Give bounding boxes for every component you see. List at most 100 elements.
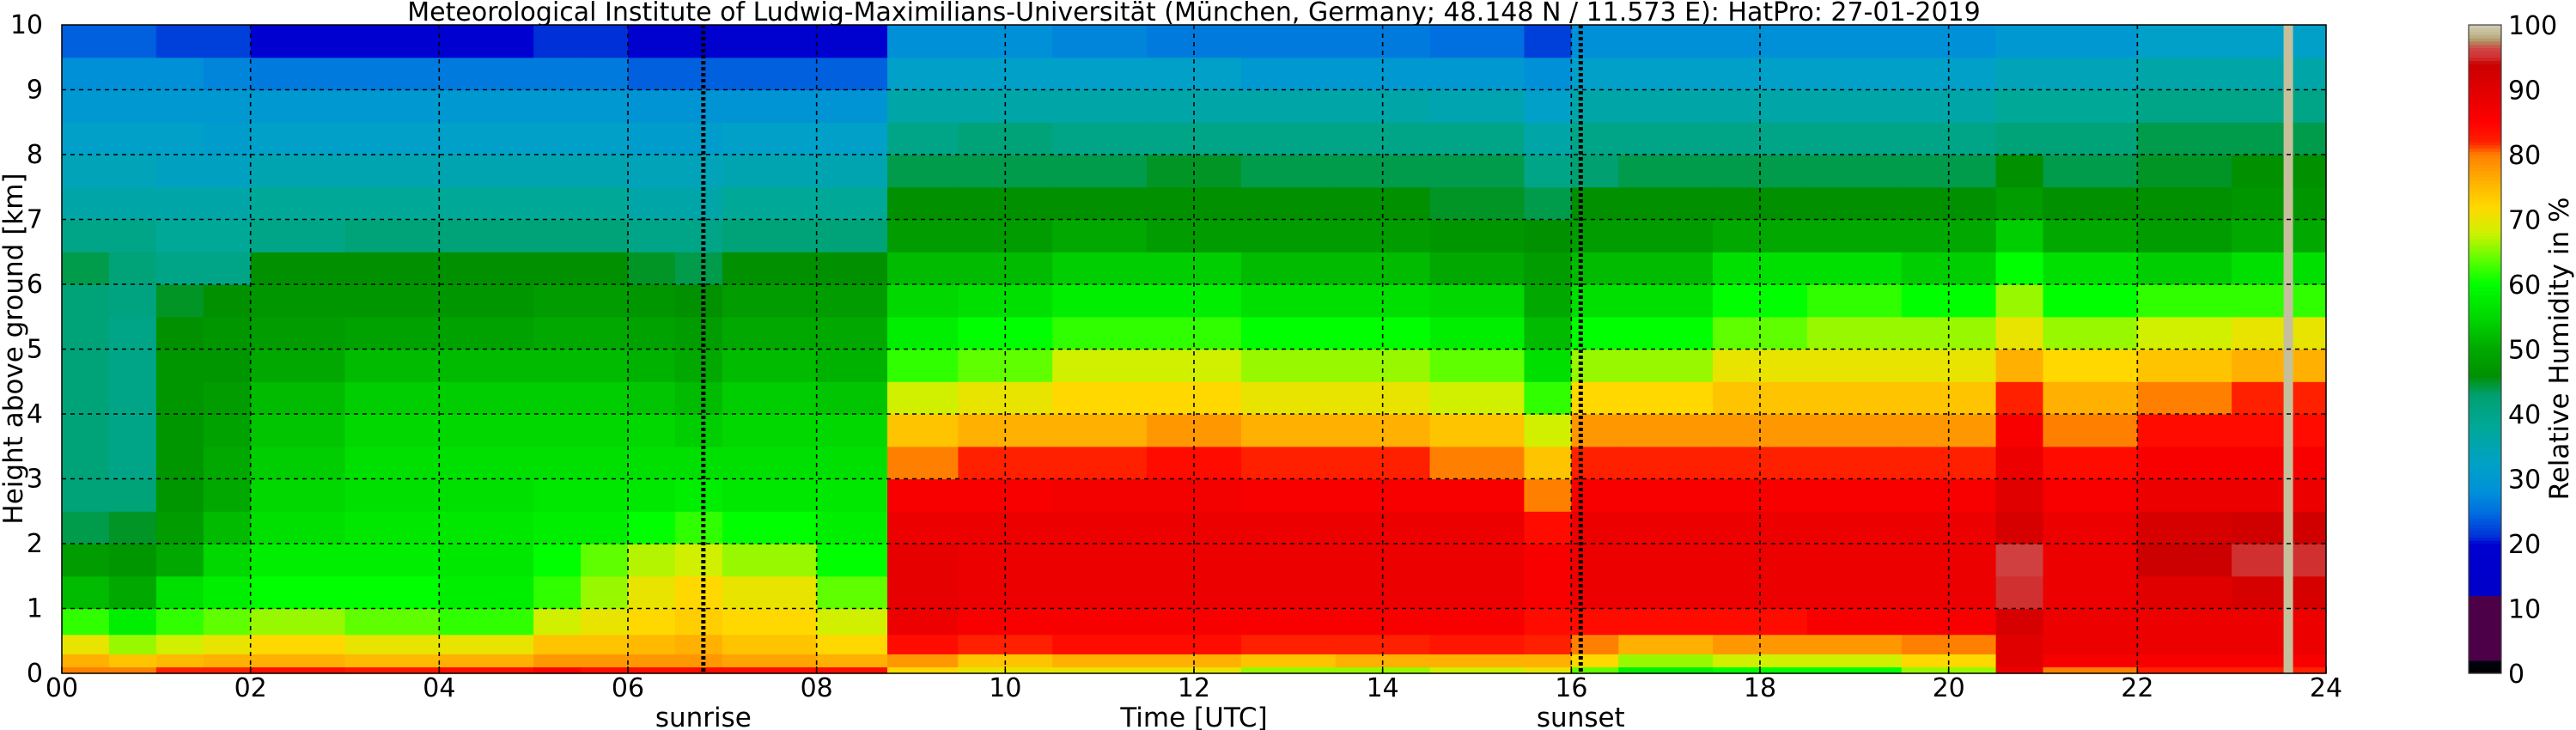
x-tick-label: 08 [801,673,833,703]
heatmap-cell [203,349,252,382]
heatmap-cell [344,544,440,577]
heatmap-cell [62,634,110,654]
colorbar-segment [2469,297,2501,301]
heatmap-cell [628,155,676,188]
heatmap-cell [155,186,204,221]
heatmap-cell [1806,349,1903,382]
heatmap-cell [1429,122,1526,155]
heatmap-cell [1240,57,1337,91]
heatmap-cell [1240,654,1337,668]
colorbar-segment [2469,601,2501,606]
heatmap-cell [2232,654,2285,668]
heatmap-cell [816,25,888,58]
colorbar-tick-label: 100 [2508,11,2557,41]
heatmap-cell [1571,608,1619,636]
colorbar-segment [2469,599,2501,603]
heatmap-cell [887,654,959,668]
colorbar-segment [2469,498,2501,502]
colorbar-segment [2469,345,2501,350]
heatmap-cell [581,381,629,415]
colorbar-segment [2469,193,2501,198]
colorbar-segment [2469,650,2501,654]
colorbar-segment [2469,109,2501,113]
colorbar-segment [2469,216,2501,221]
x-tick-label: 22 [2121,673,2153,703]
heatmap-cell [2137,634,2232,654]
heatmap-cell [1524,654,1572,668]
heatmap-cell [722,284,818,318]
heatmap-cell [1240,25,1337,58]
heatmap-cell [1806,284,1903,318]
heatmap-cell [674,57,723,91]
heatmap-cell [816,608,888,636]
x-tick-label: 00 [46,673,78,703]
heatmap-cell [2232,478,2285,512]
heatmap-cell [439,575,534,610]
heatmap-cell [344,608,440,636]
heatmap-cell [581,478,629,512]
heatmap-cell [628,122,676,155]
colorbar-tick-label: 0 [2508,660,2524,690]
heatmap-cell [887,252,959,285]
heatmap-cell [1618,252,1714,285]
sun-annotations: sunrise sunset [655,25,1625,730]
heatmap-cell [62,25,110,58]
heatmap-cell [155,316,204,350]
heatmap-cell [1618,575,1714,610]
heatmap-cell [1806,511,1903,544]
heatmap-cell [2232,608,2285,636]
heatmap-cell [887,349,959,382]
heatmap-cell [1571,414,1619,447]
colorbar-segment [2469,138,2501,143]
heatmap-cell [1571,57,1619,91]
heatmap-cell [250,575,346,610]
heatmap-cell [2283,634,2294,654]
colorbar-segment [2469,210,2501,214]
heatmap-cell [2293,575,2327,610]
colorbar-segment [2469,222,2501,227]
heatmap-cell [203,57,252,91]
heatmap-cell [722,478,818,512]
colorbar-segment [2469,527,2501,532]
y-tick-label: 3 [27,465,43,495]
heatmap-cell [2043,219,2138,252]
heatmap-cell [2293,478,2327,512]
heatmap-cell [1240,544,1337,577]
colorbar-segment [2469,206,2501,210]
colorbar-segment [2469,228,2501,234]
heatmap-cell [155,446,204,480]
colorbar-segment [2469,300,2501,305]
heatmap-cell [250,284,346,318]
heatmap-cell [250,89,346,123]
heatmap-cell [1524,478,1572,512]
heatmap-cell [2232,186,2285,221]
heatmap-cell [1571,478,1619,512]
colorbar-segment [2469,232,2501,236]
heatmap-cell [674,155,723,188]
colorbar-segment [2469,96,2501,100]
colorbar-segment [2469,628,2501,632]
heatmap-cell [674,25,723,58]
heatmap-cell [439,544,534,577]
x-tick-label: 12 [1178,673,1210,703]
heatmap-cell [108,316,157,350]
heatmap-cell [2137,544,2232,577]
colorbar-segment [2469,398,2501,402]
heatmap-cell [2043,575,2138,610]
colorbar-tick-label: 20 [2508,530,2541,560]
heatmap-cell [2043,316,2138,350]
heatmap-cell [2232,414,2285,447]
heatmap-cell [1429,25,1526,58]
heatmap-cell [439,122,534,155]
heatmap-cell [628,252,676,285]
heatmap-cell [533,284,582,318]
heatmap-cell [816,219,888,252]
heatmap-cell [887,155,959,188]
heatmap-cell [2293,666,2327,674]
colorbar-segment [2469,313,2501,318]
colorbar-frame [2468,24,2502,674]
heatmap-cell [581,608,629,636]
heatmap-cell [674,316,723,350]
colorbar-segment [2469,427,2501,431]
heatmap-cell [887,25,959,58]
